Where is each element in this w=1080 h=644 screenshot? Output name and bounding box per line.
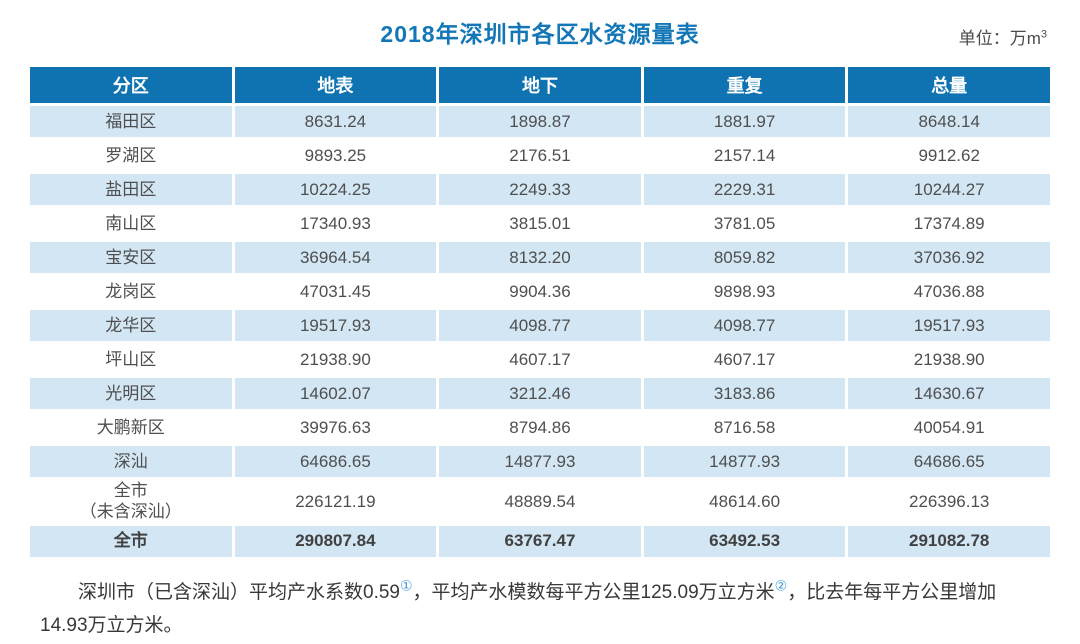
surface-water-cell: 17340.93 — [234, 208, 437, 239]
unit-superscript: 3 — [1040, 28, 1047, 41]
unit-text: 单位：万m — [958, 29, 1041, 48]
ground-water-cell: 3212.46 — [439, 378, 641, 409]
ground-water-cell: 14877.93 — [439, 446, 641, 477]
duplicate-water-cell: 3183.86 — [643, 378, 846, 409]
duplicate-water-cell: 8059.82 — [643, 242, 846, 273]
surface-water-cell: 64686.65 — [234, 446, 437, 477]
ground-water-cell: 9904.36 — [439, 276, 641, 307]
district-name-cell: 坪山区 — [30, 344, 232, 375]
footnote-text-1: 深圳市（已含深汕）平均产水系数0.59 — [78, 581, 400, 603]
district-name-cell: 盐田区 — [30, 174, 232, 205]
table-row: 福田区 8631.24 1898.87 1881.97 8648.14 — [30, 106, 1050, 137]
ground-water-cell: 4098.77 — [439, 310, 641, 341]
total-water-cell: 9912.62 — [848, 140, 1050, 171]
district-name-cell: 罗湖区 — [30, 140, 232, 171]
ground-water-cell: 3815.01 — [439, 208, 641, 239]
footnote-text-3: ，比去年每平方公里增加14.93万立方米。 — [40, 581, 997, 636]
total-water-cell: 40054.91 — [848, 412, 1050, 443]
district-name-cell: 深汕 — [30, 446, 232, 477]
unit-label: 单位：万m3 — [959, 24, 1047, 49]
footnote-marker-2: ② — [774, 577, 788, 594]
district-name-cell: 光明区 — [30, 378, 232, 409]
surface-water-cell: 47031.45 — [234, 276, 437, 307]
surface-water-cell: 36964.54 — [234, 242, 437, 273]
table-row: 光明区 14602.07 3212.46 3183.86 14630.67 — [30, 378, 1050, 409]
table-row: 龙岗区 47031.45 9904.36 9898.93 47036.88 — [30, 276, 1050, 307]
surface-water-cell: 14602.07 — [234, 378, 437, 409]
footnote-text-2: ，平均产水模数每平方公里125.09万立方米 — [412, 581, 775, 603]
duplicate-water-cell: 1881.97 — [643, 106, 846, 137]
table-header-row: 分区 地表 地下 重复 总量 — [30, 67, 1050, 103]
surface-water-cell: 39976.63 — [234, 412, 437, 443]
table-row: 龙华区 19517.93 4098.77 4098.77 19517.93 — [30, 310, 1050, 341]
table-row: 大鹏新区 39976.63 8794.86 8716.58 40054.91 — [30, 412, 1050, 443]
duplicate-water-cell: 14877.93 — [643, 446, 846, 477]
ground-water-cell: 63767.47 — [439, 525, 641, 557]
water-resources-table: 分区 地表 地下 重复 总量 福田区 8631.24 1898.87 1881.… — [27, 64, 1053, 560]
ground-water-cell: 8794.86 — [439, 412, 641, 443]
table-body: 福田区 8631.24 1898.87 1881.97 8648.14 罗湖区 … — [30, 106, 1050, 557]
table-row: 盐田区 10224.25 2249.33 2229.31 10244.27 — [30, 174, 1050, 205]
footnote: 深圳市（已含深汕）平均产水系数0.59①，平均产水模数每平方公里125.09万立… — [40, 576, 1040, 642]
column-header-ground: 地下 — [439, 67, 641, 103]
duplicate-water-cell: 3781.05 — [643, 208, 846, 239]
table-row: 坪山区 21938.90 4607.17 4607.17 21938.90 — [30, 344, 1050, 375]
total-water-cell: 21938.90 — [848, 344, 1050, 375]
surface-water-cell: 9893.25 — [234, 140, 437, 171]
surface-water-cell: 21938.90 — [234, 344, 437, 375]
duplicate-water-cell: 2157.14 — [643, 140, 846, 171]
ground-water-cell: 1898.87 — [439, 106, 641, 137]
district-name-cell: 全市 （未含深汕） — [30, 480, 232, 523]
surface-water-cell: 10224.25 — [234, 174, 437, 205]
total-water-cell: 226396.13 — [848, 480, 1050, 523]
total-water-cell: 291082.78 — [848, 525, 1050, 557]
table-row: 全市 （未含深汕） 226121.19 48889.54 48614.60 226… — [30, 480, 1050, 523]
ground-water-cell: 48889.54 — [439, 480, 641, 523]
district-name-cell: 南山区 — [30, 208, 232, 239]
ground-water-cell: 4607.17 — [439, 344, 641, 375]
ground-water-cell: 8132.20 — [439, 242, 641, 273]
surface-water-cell: 290807.84 — [234, 525, 437, 557]
total-water-cell: 14630.67 — [848, 378, 1050, 409]
total-water-cell: 8648.14 — [848, 106, 1050, 137]
surface-water-cell: 19517.93 — [234, 310, 437, 341]
duplicate-water-cell: 48614.60 — [643, 480, 846, 523]
duplicate-water-cell: 4607.17 — [643, 344, 846, 375]
district-name-cell: 龙岗区 — [30, 276, 232, 307]
duplicate-water-cell: 9898.93 — [643, 276, 846, 307]
total-water-cell: 17374.89 — [848, 208, 1050, 239]
total-water-cell: 10244.27 — [848, 174, 1050, 205]
table-row: 罗湖区 9893.25 2176.51 2157.14 9912.62 — [30, 140, 1050, 171]
table-row: 宝安区 36964.54 8132.20 8059.82 37036.92 — [30, 242, 1050, 273]
district-name-cell: 大鹏新区 — [30, 412, 232, 443]
duplicate-water-cell: 8716.58 — [643, 412, 846, 443]
table-row: 全市 290807.84 63767.47 63492.53 291082.78 — [30, 525, 1050, 557]
footnote-marker-1: ① — [399, 577, 413, 594]
column-header-surface: 地表 — [234, 67, 437, 103]
total-water-cell: 64686.65 — [848, 446, 1050, 477]
duplicate-water-cell: 4098.77 — [643, 310, 846, 341]
total-water-cell: 47036.88 — [848, 276, 1050, 307]
district-name-cell: 龙华区 — [30, 310, 232, 341]
district-name-cell: 福田区 — [30, 106, 232, 137]
column-header-duplicate: 重复 — [643, 67, 846, 103]
page-title: 2018年深圳市各区水资源量表 — [380, 21, 700, 47]
column-header-total: 总量 — [848, 67, 1050, 103]
district-name-cell: 宝安区 — [30, 242, 232, 273]
ground-water-cell: 2249.33 — [439, 174, 641, 205]
duplicate-water-cell: 63492.53 — [643, 525, 846, 557]
table-row: 南山区 17340.93 3815.01 3781.05 17374.89 — [30, 208, 1050, 239]
table-row: 深汕 64686.65 14877.93 14877.93 64686.65 — [30, 446, 1050, 477]
total-water-cell: 19517.93 — [848, 310, 1050, 341]
surface-water-cell: 8631.24 — [234, 106, 437, 137]
column-header-district: 分区 — [30, 67, 232, 103]
ground-water-cell: 2176.51 — [439, 140, 641, 171]
duplicate-water-cell: 2229.31 — [643, 174, 846, 205]
surface-water-cell: 226121.19 — [234, 480, 437, 523]
district-name-cell: 全市 — [30, 525, 232, 557]
total-water-cell: 37036.92 — [848, 242, 1050, 273]
